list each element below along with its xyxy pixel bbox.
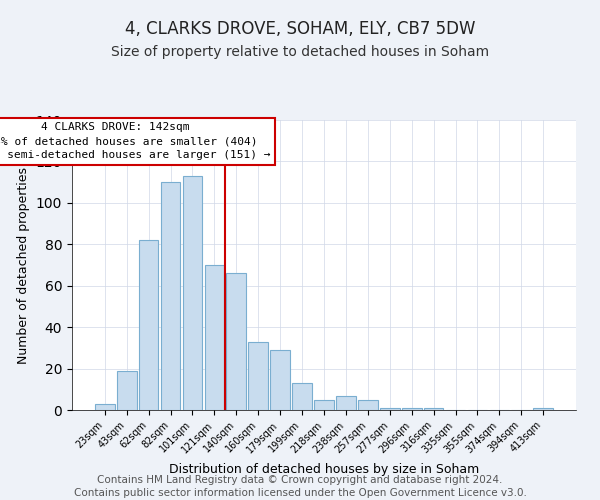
Y-axis label: Number of detached properties: Number of detached properties: [17, 166, 31, 364]
Bar: [182, 176, 202, 410]
Bar: [270, 350, 290, 410]
Bar: [358, 400, 378, 410]
Bar: [205, 265, 224, 410]
Text: 4 CLARKS DROVE: 142sqm
← 73% of detached houses are smaller (404)
27% of semi-de: 4 CLARKS DROVE: 142sqm ← 73% of detached…: [0, 122, 271, 160]
Bar: [380, 408, 400, 410]
Bar: [117, 370, 137, 410]
X-axis label: Distribution of detached houses by size in Soham: Distribution of detached houses by size …: [169, 463, 479, 476]
Bar: [402, 408, 422, 410]
Bar: [314, 400, 334, 410]
Bar: [336, 396, 356, 410]
Bar: [95, 404, 115, 410]
Text: 4, CLARKS DROVE, SOHAM, ELY, CB7 5DW: 4, CLARKS DROVE, SOHAM, ELY, CB7 5DW: [125, 20, 475, 38]
Text: Size of property relative to detached houses in Soham: Size of property relative to detached ho…: [111, 45, 489, 59]
Bar: [292, 383, 312, 410]
Text: Contains HM Land Registry data © Crown copyright and database right 2024.: Contains HM Land Registry data © Crown c…: [97, 475, 503, 485]
Bar: [424, 408, 443, 410]
Bar: [248, 342, 268, 410]
Bar: [533, 408, 553, 410]
Bar: [226, 274, 246, 410]
Text: Contains public sector information licensed under the Open Government Licence v3: Contains public sector information licen…: [74, 488, 526, 498]
Bar: [139, 240, 158, 410]
Bar: [161, 182, 181, 410]
